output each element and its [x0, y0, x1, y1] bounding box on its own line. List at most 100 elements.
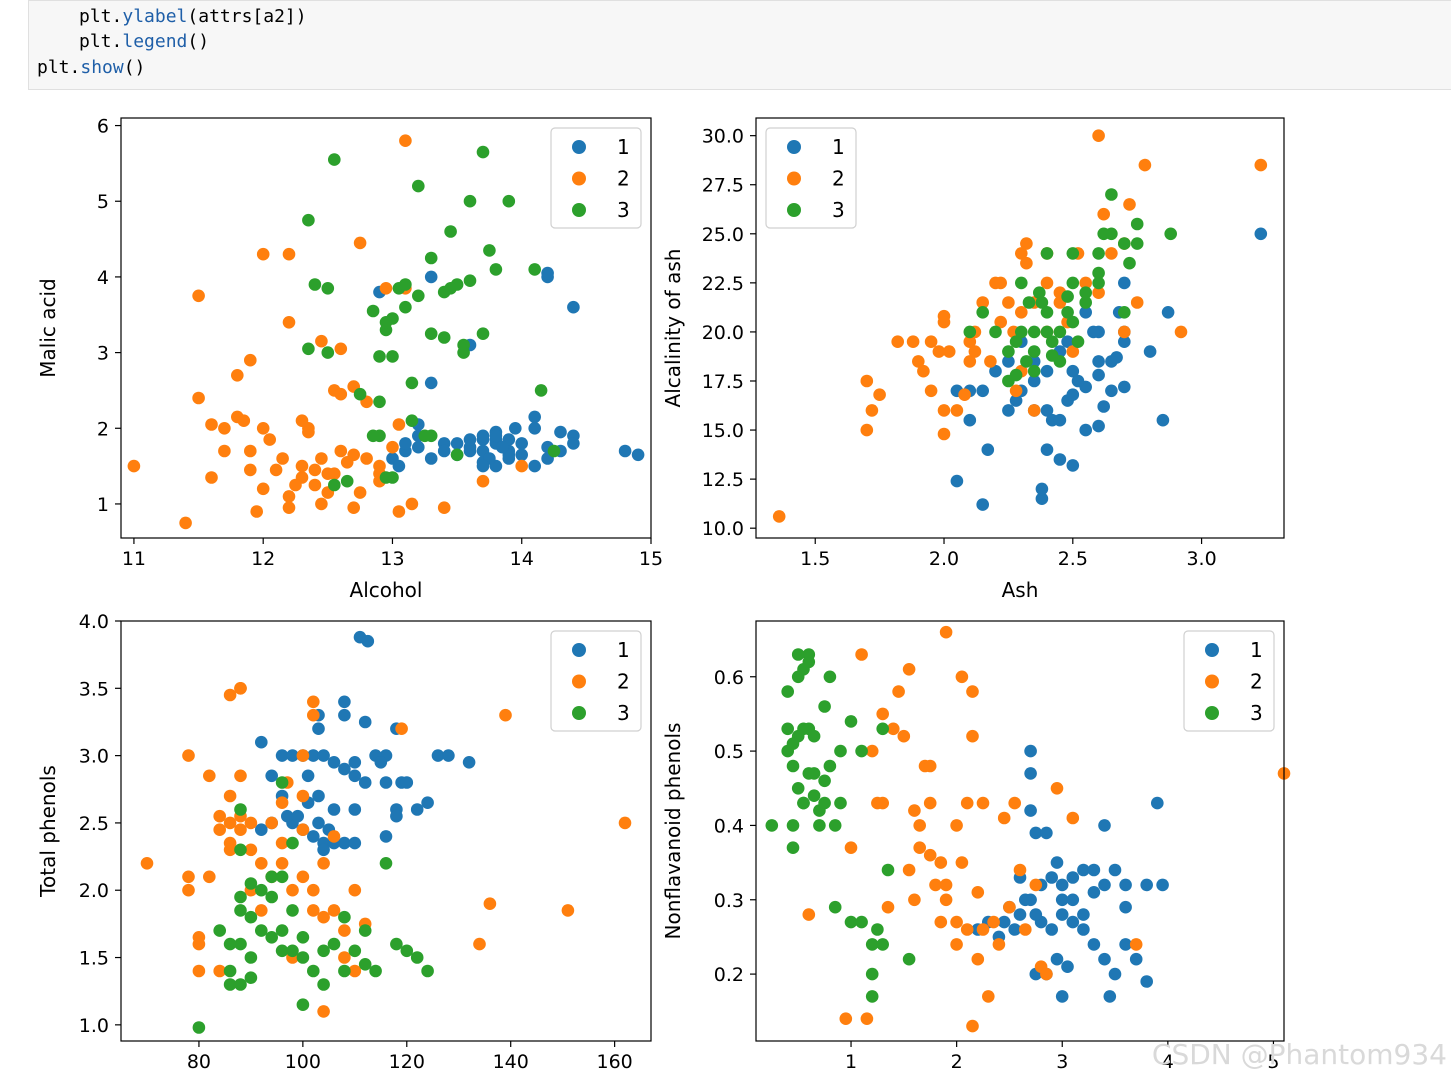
data-point: [223, 816, 237, 830]
data-point: [265, 890, 279, 904]
y-tick-label: 2: [97, 418, 109, 440]
y-tick-label: 3.5: [79, 678, 109, 700]
data-point: [813, 819, 826, 832]
data-point: [296, 931, 310, 944]
data-point: [561, 904, 575, 917]
data-point: [282, 247, 296, 261]
code-line-legend: plt.legend(): [79, 30, 209, 54]
data-point: [881, 863, 895, 877]
data-point: [203, 870, 216, 884]
data-point: [496, 440, 509, 454]
code-cell[interactable]: plt.ylabel(attrs[a2]) plt.legend() plt.s…: [28, 0, 1451, 90]
data-point: [358, 715, 372, 729]
data-point: [1029, 826, 1043, 840]
data-point: [265, 769, 279, 783]
data-point: [929, 878, 942, 892]
data-point: [1105, 188, 1118, 201]
x-tick-label: 15: [639, 548, 663, 570]
data-point: [327, 904, 341, 917]
data-point: [308, 278, 322, 291]
data-point: [1123, 198, 1136, 211]
data-point: [1066, 893, 1080, 907]
data-point: [412, 440, 425, 454]
data-point: [1110, 351, 1123, 364]
data-point: [317, 857, 330, 870]
data-point: [338, 708, 351, 722]
data-point: [282, 490, 296, 503]
series-2: [127, 134, 528, 530]
data-point: [1019, 893, 1032, 907]
data-point: [786, 737, 800, 750]
data-point: [1092, 129, 1105, 142]
data-point: [1161, 306, 1175, 319]
data-point: [1092, 266, 1105, 280]
data-point: [373, 395, 386, 409]
data-point: [1040, 364, 1054, 378]
data-point: [424, 251, 438, 265]
data-point: [1013, 863, 1027, 877]
data-point: [334, 342, 348, 356]
data-point: [515, 448, 528, 462]
data-point: [1130, 237, 1144, 250]
data-point: [358, 776, 372, 789]
data-point: [307, 883, 320, 897]
data-point: [1033, 286, 1046, 299]
data-point: [1002, 404, 1015, 417]
series-3: [765, 648, 916, 1003]
data-point: [1009, 394, 1023, 407]
data-point: [939, 625, 953, 639]
data-point: [321, 282, 335, 295]
data-point: [786, 819, 800, 832]
data-point: [1098, 878, 1111, 892]
legend-box: [1183, 630, 1275, 732]
data-point: [307, 708, 320, 722]
data-point: [1092, 419, 1105, 433]
data-point: [301, 769, 315, 783]
data-point: [1066, 811, 1080, 825]
data-point: [369, 964, 382, 978]
data-point: [1092, 286, 1105, 299]
data-point: [1019, 923, 1032, 936]
data-point: [390, 937, 403, 951]
data-point: [483, 897, 497, 910]
data-point: [950, 474, 964, 488]
data-point: [1108, 863, 1122, 877]
legend-label: 2: [617, 670, 630, 694]
data-point: [963, 355, 977, 368]
data-point: [1045, 349, 1059, 362]
data-point: [1174, 325, 1188, 339]
data-point: [386, 440, 399, 454]
data-point: [399, 278, 412, 291]
code-token-function: legend: [122, 31, 188, 52]
data-point: [1138, 158, 1152, 172]
data-point: [765, 819, 779, 832]
data-point: [462, 756, 476, 769]
x-tick-label: 12: [251, 548, 275, 570]
data-point: [424, 327, 438, 340]
data-point: [1119, 900, 1132, 914]
data-point: [1118, 276, 1131, 290]
y-tick-label: 3: [97, 343, 109, 365]
data-point: [1129, 938, 1143, 951]
data-point: [379, 857, 393, 870]
data-point: [317, 1005, 330, 1018]
data-point: [1061, 335, 1074, 348]
data-point: [1066, 345, 1080, 358]
data-point: [1003, 900, 1016, 914]
data-point: [307, 964, 320, 978]
data-point: [348, 964, 362, 978]
data-point: [275, 749, 289, 762]
data-point: [140, 857, 154, 870]
data-point: [891, 335, 904, 348]
data-point: [395, 722, 408, 735]
data-point: [1108, 967, 1122, 981]
data-point: [1040, 306, 1054, 319]
data-point: [1098, 819, 1111, 832]
data-point: [308, 463, 322, 477]
data-point: [902, 863, 916, 877]
data-point: [1071, 374, 1085, 388]
data-point: [192, 964, 206, 978]
data-point: [1053, 413, 1067, 427]
data-point: [1050, 856, 1064, 869]
data-point: [263, 433, 277, 446]
